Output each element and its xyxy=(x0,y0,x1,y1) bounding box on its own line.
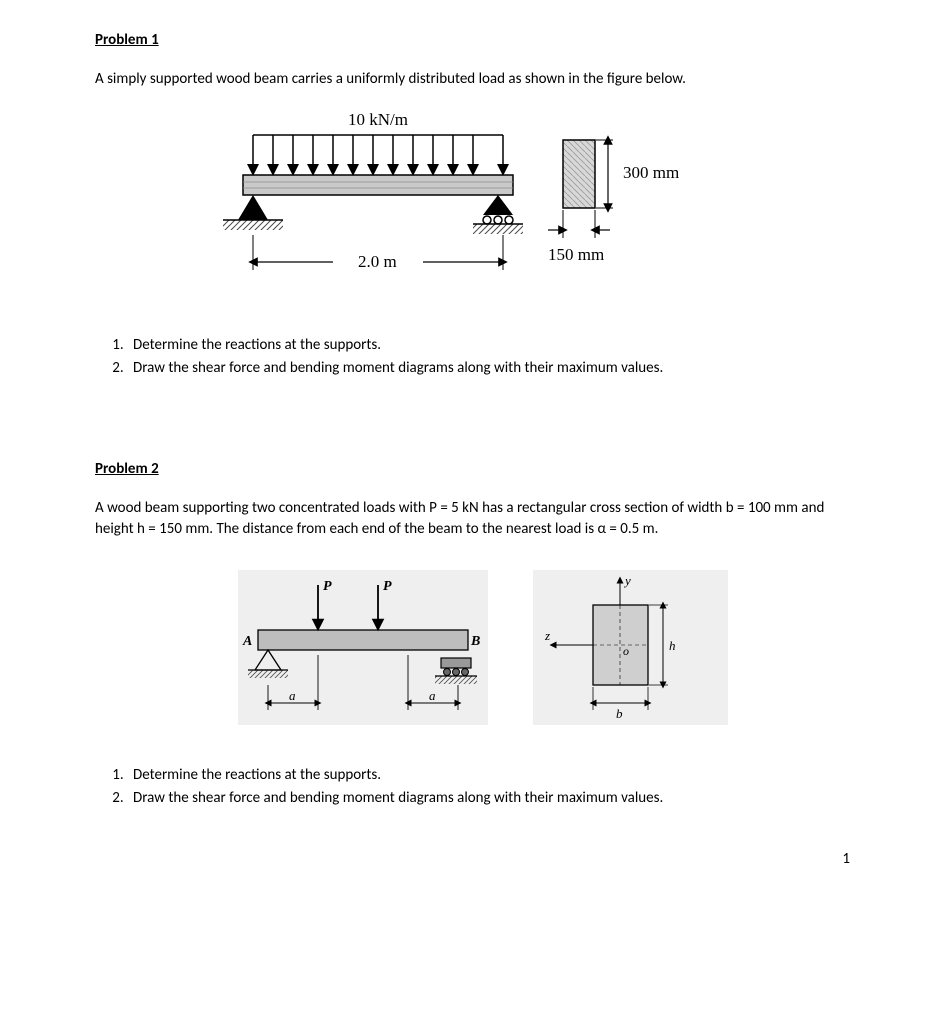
fig2-point-b: B xyxy=(470,634,480,649)
problem2-heading: Problem 2 xyxy=(95,459,850,480)
list-item: Determine the reactions at the supports. xyxy=(127,335,850,356)
fig1-height-label: 300 mm xyxy=(623,163,679,182)
fig2-load-p2: P xyxy=(383,579,392,594)
problem2-intro: A wood beam supporting two concentrated … xyxy=(95,498,850,540)
problem1-figure: 10 kN/m 2.0 m 300 mm 150 mm xyxy=(95,110,850,310)
fig2-load-p1: P xyxy=(323,579,332,594)
fig2-origin: o xyxy=(623,644,629,658)
fig1-span-label: 2.0 m xyxy=(358,252,397,271)
problem1-task-list: Determine the reactions at the supports.… xyxy=(127,335,850,379)
fig2-dim-a-left: a xyxy=(289,688,296,703)
fig2-axis-z: z xyxy=(544,628,550,643)
fig2-dim-b: b xyxy=(616,706,623,721)
fig1-width-label: 150 mm xyxy=(548,245,604,264)
problem2-figure: P P A B a a y z o h b xyxy=(95,560,850,740)
problem1-intro: A simply supported wood beam carries a u… xyxy=(95,69,850,90)
list-item: Draw the shear force and bending moment … xyxy=(127,788,850,809)
fig2-axis-y: y xyxy=(623,573,631,588)
fig2-point-a: A xyxy=(242,634,252,649)
problem1-heading: Problem 1 xyxy=(95,30,850,51)
fig2-dim-a-right: a xyxy=(429,688,436,703)
problem2-task-list: Determine the reactions at the supports.… xyxy=(127,765,850,809)
fig1-load-label: 10 kN/m xyxy=(348,110,408,129)
page-number: 1 xyxy=(95,849,850,870)
list-item: Determine the reactions at the supports. xyxy=(127,765,850,786)
fig2-dim-h: h xyxy=(669,638,676,653)
list-item: Draw the shear force and bending moment … xyxy=(127,358,850,379)
